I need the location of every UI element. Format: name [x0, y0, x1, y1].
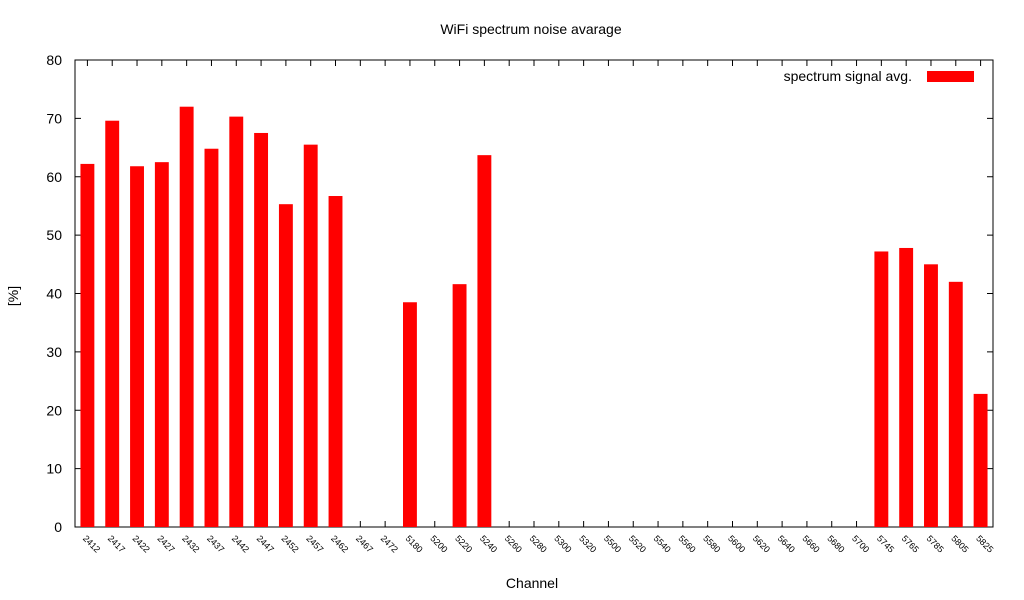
y-tick-label: 0	[54, 519, 62, 535]
bar	[303, 144, 318, 528]
x-tick-label: 5180	[404, 533, 425, 554]
y-axis-label: [%]	[5, 286, 21, 306]
chart-title: WiFi spectrum noise avarage	[440, 21, 622, 37]
bar	[105, 120, 120, 528]
x-tick-label: 5580	[701, 533, 722, 554]
bar	[278, 204, 293, 527]
bar	[477, 155, 492, 527]
x-tick-label: 2447	[255, 533, 276, 554]
bar	[204, 148, 219, 528]
x-tick-label: 5825	[974, 533, 995, 554]
x-tick-label: 5280	[528, 533, 549, 554]
x-tick-label: 5640	[776, 533, 797, 554]
x-tick-label: 5660	[801, 533, 822, 554]
y-tick-label: 80	[46, 52, 62, 68]
x-tick-label: 2467	[354, 533, 375, 554]
bar	[80, 163, 95, 527]
bar	[924, 264, 938, 527]
x-tick-label: 2422	[131, 533, 152, 554]
x-tick-label: 5200	[428, 533, 449, 554]
y-tick-label: 50	[46, 227, 62, 243]
x-tick-label: 2462	[329, 533, 350, 554]
bar	[948, 281, 963, 527]
bar	[229, 116, 244, 527]
x-tick-label: 2452	[279, 533, 300, 554]
x-tick-label: 5520	[627, 533, 648, 554]
x-tick-label: 5785	[925, 533, 946, 554]
bar	[130, 166, 144, 527]
x-tick-label: 5260	[503, 533, 524, 554]
bar	[899, 247, 914, 527]
x-tick-label: 2432	[180, 533, 201, 554]
x-tick-label: 5220	[453, 533, 474, 554]
legend-swatch	[927, 71, 974, 82]
y-axis: 0 10 20 30 40 50 60 70 80	[46, 52, 993, 535]
y-tick-label: 70	[46, 110, 62, 126]
x-tick-label: 5700	[850, 533, 871, 554]
x-tick-label: 5540	[652, 533, 673, 554]
bar	[973, 393, 988, 527]
x-tick-label: 2417	[106, 533, 127, 554]
x-tick-label: 2437	[205, 533, 226, 554]
legend-label: spectrum signal avg.	[784, 68, 912, 84]
y-tick-label: 30	[46, 344, 62, 360]
bar	[154, 162, 169, 527]
x-tick-label: 2412	[81, 533, 102, 554]
x-tick-label: 5240	[478, 533, 499, 554]
bar	[179, 106, 194, 527]
x-tick-label: 2442	[230, 533, 251, 554]
y-tick-label: 10	[46, 461, 62, 477]
bar	[254, 132, 269, 527]
x-tick-label: 2472	[379, 533, 400, 554]
x-tick-label: 2427	[155, 533, 176, 554]
y-tick-label: 40	[46, 286, 62, 302]
legend: spectrum signal avg.	[784, 68, 974, 84]
y-tick-label: 60	[46, 169, 62, 185]
x-axis-label: Channel	[506, 575, 558, 591]
bar	[452, 284, 467, 527]
x-tick-label: 5620	[751, 533, 772, 554]
x-tick-label: 5765	[900, 533, 921, 554]
x-tick-label: 5745	[875, 533, 896, 554]
x-tick-label: 5600	[726, 533, 747, 554]
x-tick-label: 2457	[304, 533, 325, 554]
x-tick-label: 5560	[676, 533, 697, 554]
bar	[328, 196, 343, 528]
x-tick-label: 5300	[552, 533, 573, 554]
x-tick-label: 5500	[602, 533, 623, 554]
bar	[402, 302, 417, 527]
x-tick-label: 5320	[577, 533, 598, 554]
x-tick-label: 5680	[825, 533, 846, 554]
bars	[80, 106, 988, 528]
bar	[874, 251, 889, 527]
y-tick-label: 20	[46, 402, 62, 418]
x-tick-label: 5805	[949, 533, 970, 554]
